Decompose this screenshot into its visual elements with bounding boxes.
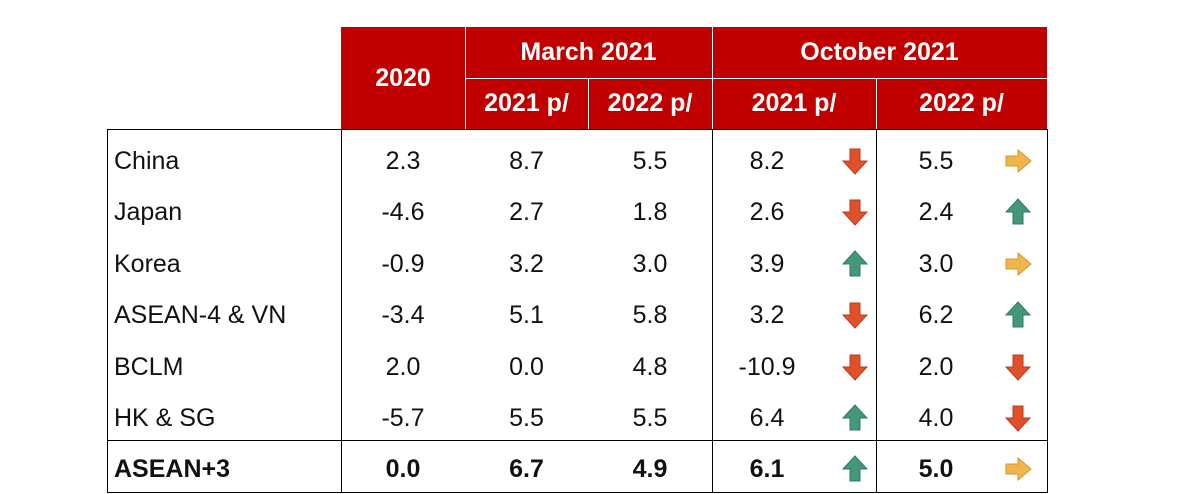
header-march-2021-p: 2021 p/	[465, 78, 588, 129]
header-2020-label: 2020	[375, 63, 431, 92]
cell-v2020: -4.6	[381, 197, 425, 226]
cell-m2022: 3.0	[632, 249, 668, 278]
header-october-2021: October 2021	[712, 27, 1047, 78]
cell-v2020: 2.0	[385, 352, 421, 381]
row-label: Korea	[114, 249, 181, 278]
cell-o2022: 5.0	[918, 454, 954, 483]
row-label: ASEAN-4 & VN	[114, 300, 287, 329]
up-arrow-icon	[1004, 198, 1032, 226]
cell-o2021: 6.1	[749, 454, 785, 483]
cell-v2020: -5.7	[381, 403, 425, 432]
cell-o2021: 3.9	[749, 249, 785, 278]
cell-m2022: 1.8	[632, 197, 668, 226]
cell-m2021: 3.2	[509, 249, 544, 278]
cell-m2021: 0.0	[509, 352, 544, 381]
down-arrow-icon	[841, 198, 869, 226]
up-arrow-icon	[841, 404, 869, 432]
header-march-2022-p: 2022 p/	[588, 78, 712, 129]
cell-m2021: 5.5	[509, 403, 544, 432]
cell-v2020: 2.3	[385, 146, 421, 175]
cell-o2021: 3.2	[749, 300, 785, 329]
row-label: China	[114, 146, 180, 175]
header-march-2021-label: March 2021	[520, 38, 657, 66]
cell-o2022: 4.0	[918, 403, 954, 432]
down-arrow-icon	[841, 353, 869, 381]
up-arrow-icon	[1004, 301, 1032, 329]
cell-o2021: 8.2	[749, 146, 785, 175]
row-label: Japan	[114, 197, 183, 226]
cell-o2022: 6.2	[918, 300, 954, 329]
right-arrow-icon	[1004, 250, 1032, 278]
cell-o2021: 2.6	[749, 197, 785, 226]
cell-m2021: 8.7	[509, 146, 544, 175]
cell-v2020: -0.9	[381, 249, 425, 278]
subheader-label: 2021 p/	[751, 89, 837, 117]
header-october-2021-p: 2021 p/	[712, 78, 876, 129]
header-october-2022-p: 2022 p/	[876, 78, 1047, 129]
cell-v2020: 0.0	[385, 454, 421, 483]
down-arrow-icon	[841, 147, 869, 175]
cell-m2021: 5.1	[509, 300, 544, 329]
cell-m2022: 5.8	[632, 300, 668, 329]
header-october-2021-label: October 2021	[800, 38, 959, 66]
cell-o2022: 2.4	[918, 197, 954, 226]
down-arrow-icon	[841, 301, 869, 329]
row-label: HK & SG	[114, 403, 216, 432]
cell-m2022: 5.5	[632, 146, 668, 175]
header-2020: 2020	[341, 27, 465, 129]
row-label: ASEAN+3	[114, 454, 231, 483]
header-march-2021: March 2021	[465, 27, 712, 78]
cell-o2021: -10.9	[738, 352, 796, 381]
cell-o2022: 2.0	[918, 352, 954, 381]
right-arrow-icon	[1004, 455, 1032, 483]
subheader-label: 2022 p/	[919, 89, 1004, 117]
subheader-label: 2022 p/	[607, 89, 693, 117]
down-arrow-icon	[1004, 353, 1032, 381]
row-label: BCLM	[114, 352, 184, 381]
cell-m2022: 5.5	[632, 403, 668, 432]
cell-m2022: 4.8	[632, 352, 668, 381]
subheader-label: 2021 p/	[484, 89, 569, 117]
cell-v2020: -3.4	[381, 300, 425, 329]
cell-m2021: 6.7	[509, 454, 544, 483]
up-arrow-icon	[841, 250, 869, 278]
cell-o2021: 6.4	[749, 403, 785, 432]
cell-o2022: 3.0	[918, 249, 954, 278]
cell-m2022: 4.9	[632, 454, 668, 483]
cell-o2022: 5.5	[918, 146, 954, 175]
up-arrow-icon	[841, 455, 869, 483]
right-arrow-icon	[1004, 147, 1032, 175]
cell-m2021: 2.7	[509, 197, 544, 226]
down-arrow-icon	[1004, 404, 1032, 432]
